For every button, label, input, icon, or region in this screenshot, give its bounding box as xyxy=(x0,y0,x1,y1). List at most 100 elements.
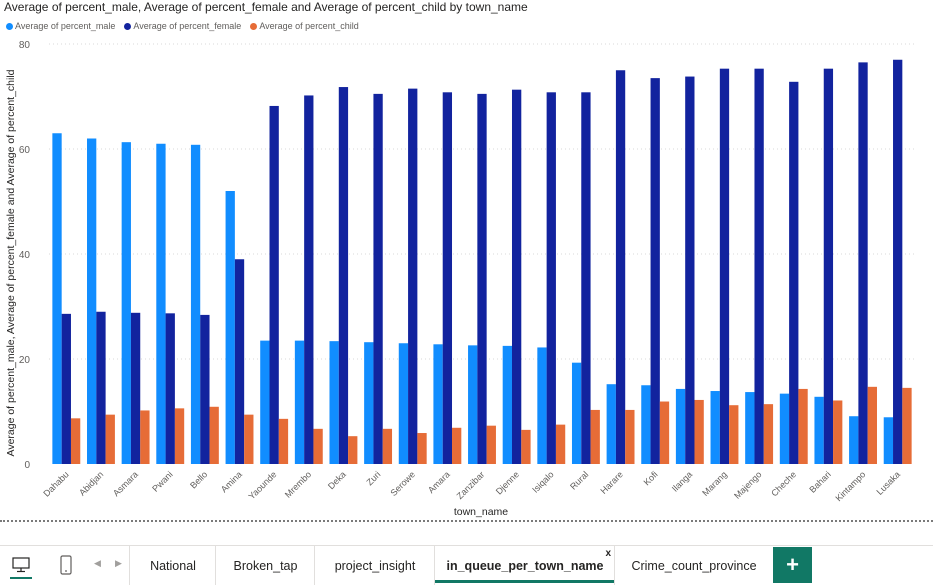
bar-child xyxy=(244,414,254,464)
x-tick-label: Bahari xyxy=(807,469,832,494)
bar-female xyxy=(373,93,383,464)
legend-label-female: Average of percent_female xyxy=(133,21,242,31)
x-tick-label: Zanzibar xyxy=(455,469,487,501)
x-tick-label: Abidjan xyxy=(77,469,105,497)
bar-female xyxy=(61,313,71,464)
x-tick-label: Deka xyxy=(326,469,348,491)
tab-national[interactable]: National xyxy=(129,546,216,585)
x-tick-label: Isiqalo xyxy=(530,469,555,494)
close-tab-icon[interactable]: x xyxy=(605,548,611,559)
tab-label: in_queue_per_town_name xyxy=(446,558,604,573)
tab-project-insight[interactable]: project_insight xyxy=(314,546,435,585)
bar-male xyxy=(156,143,166,464)
desktop-view-indicator xyxy=(10,577,32,579)
legend-item-female[interactable]: Average of percent_female xyxy=(124,21,241,31)
bar-child xyxy=(278,418,289,464)
bar-male xyxy=(468,345,478,464)
x-tick-label: Amina xyxy=(219,469,244,494)
x-tick-label: Asmara xyxy=(111,469,140,498)
x-tick-label: Zuri xyxy=(364,469,382,487)
tab-label: Crime_count_province xyxy=(631,558,757,573)
x-tick-label: Majengo xyxy=(732,469,763,500)
bar-female xyxy=(511,89,522,465)
bar-female xyxy=(130,312,141,464)
bar-female xyxy=(685,76,695,465)
y-tick-label: 40 xyxy=(19,250,31,261)
tab-label: project_insight xyxy=(334,558,416,573)
bar-child xyxy=(382,428,393,464)
bar-female xyxy=(823,68,834,465)
x-axis-title: town_name xyxy=(454,506,508,518)
bar-male xyxy=(398,343,409,464)
bar-female xyxy=(893,59,903,464)
x-tick-label: Lusaka xyxy=(874,469,902,497)
bar-male xyxy=(52,133,62,464)
x-tick-label: Cheche xyxy=(769,469,798,498)
bar-male xyxy=(502,345,512,464)
tab-in-queue-per-town-name[interactable]: in_queue_per_town_name x xyxy=(434,546,615,585)
bar-female xyxy=(234,259,245,464)
x-tick-label: Kofi xyxy=(642,469,660,487)
x-tick-label: Kintampo xyxy=(833,469,867,503)
bar-child xyxy=(348,436,358,464)
x-tick-label: Serowe xyxy=(388,469,417,498)
bar-child xyxy=(70,418,81,464)
legend-marker-female xyxy=(124,22,132,30)
previous-page-arrow[interactable]: ◀ xyxy=(94,558,101,568)
bar-male xyxy=(260,340,270,464)
bar-male xyxy=(849,416,859,464)
bar-male xyxy=(675,388,686,464)
bar-female xyxy=(858,62,868,464)
mobile-view-button[interactable] xyxy=(49,550,83,580)
desktop-view-button[interactable] xyxy=(4,550,38,580)
bar-female xyxy=(304,95,314,464)
bar-child xyxy=(659,401,670,464)
legend-item-child[interactable]: Average of percent_child xyxy=(250,21,359,31)
tab-crime-count-province[interactable]: Crime_count_province xyxy=(614,546,773,585)
add-page-button[interactable]: + xyxy=(773,547,812,583)
bar-child xyxy=(729,405,739,464)
legend-label-male: Average of percent_male xyxy=(15,21,116,31)
bar-chart-plot: 0 20 40 60 80 Average of percent_male, Averag… xyxy=(5,40,915,518)
chart-title: Average of percent_male, Average of perc… xyxy=(4,0,528,14)
bar-female xyxy=(650,78,660,464)
bar-female xyxy=(442,92,453,465)
tab-broken-tap[interactable]: Broken_tap xyxy=(215,546,315,585)
bar-male xyxy=(537,347,547,464)
bar-child xyxy=(555,424,566,464)
active-tab-indicator xyxy=(435,580,615,583)
x-tick-label: Djenne xyxy=(494,469,521,496)
bar-female xyxy=(615,70,626,464)
bar-male xyxy=(571,362,582,464)
bar-female xyxy=(477,93,487,464)
bar-male xyxy=(190,144,201,465)
bar-female xyxy=(408,88,418,464)
legend-item-male[interactable]: Average of percent_male xyxy=(6,21,115,31)
bar-female xyxy=(719,68,730,465)
legend-marker-male xyxy=(6,22,13,30)
bar-child xyxy=(452,427,462,464)
y-tick-label: 20 xyxy=(19,355,31,366)
monitor-icon xyxy=(12,557,30,573)
legend-marker-child xyxy=(250,22,258,30)
bar-male xyxy=(433,344,443,464)
y-axis-title: Average of percent_male, Average of perc… xyxy=(5,69,17,456)
bar-child xyxy=(625,409,635,464)
x-tick-label: Bello xyxy=(188,469,209,490)
bar-child xyxy=(140,410,150,464)
bar-female xyxy=(581,92,591,465)
next-page-arrow[interactable]: ▶ xyxy=(115,558,122,568)
bar-child xyxy=(763,404,774,464)
x-tick-label: Marang xyxy=(700,469,729,498)
y-tick-label: 0 xyxy=(24,460,30,471)
bar-male xyxy=(745,392,755,464)
x-tick-label: Amara xyxy=(426,469,452,495)
phone-icon xyxy=(60,555,72,575)
bar-female xyxy=(165,313,175,464)
bar-male xyxy=(364,342,374,464)
bar-male xyxy=(606,384,616,464)
bar-child xyxy=(590,409,600,464)
bar-female xyxy=(789,81,799,465)
bar-male xyxy=(710,391,720,464)
bar-male xyxy=(225,191,235,464)
